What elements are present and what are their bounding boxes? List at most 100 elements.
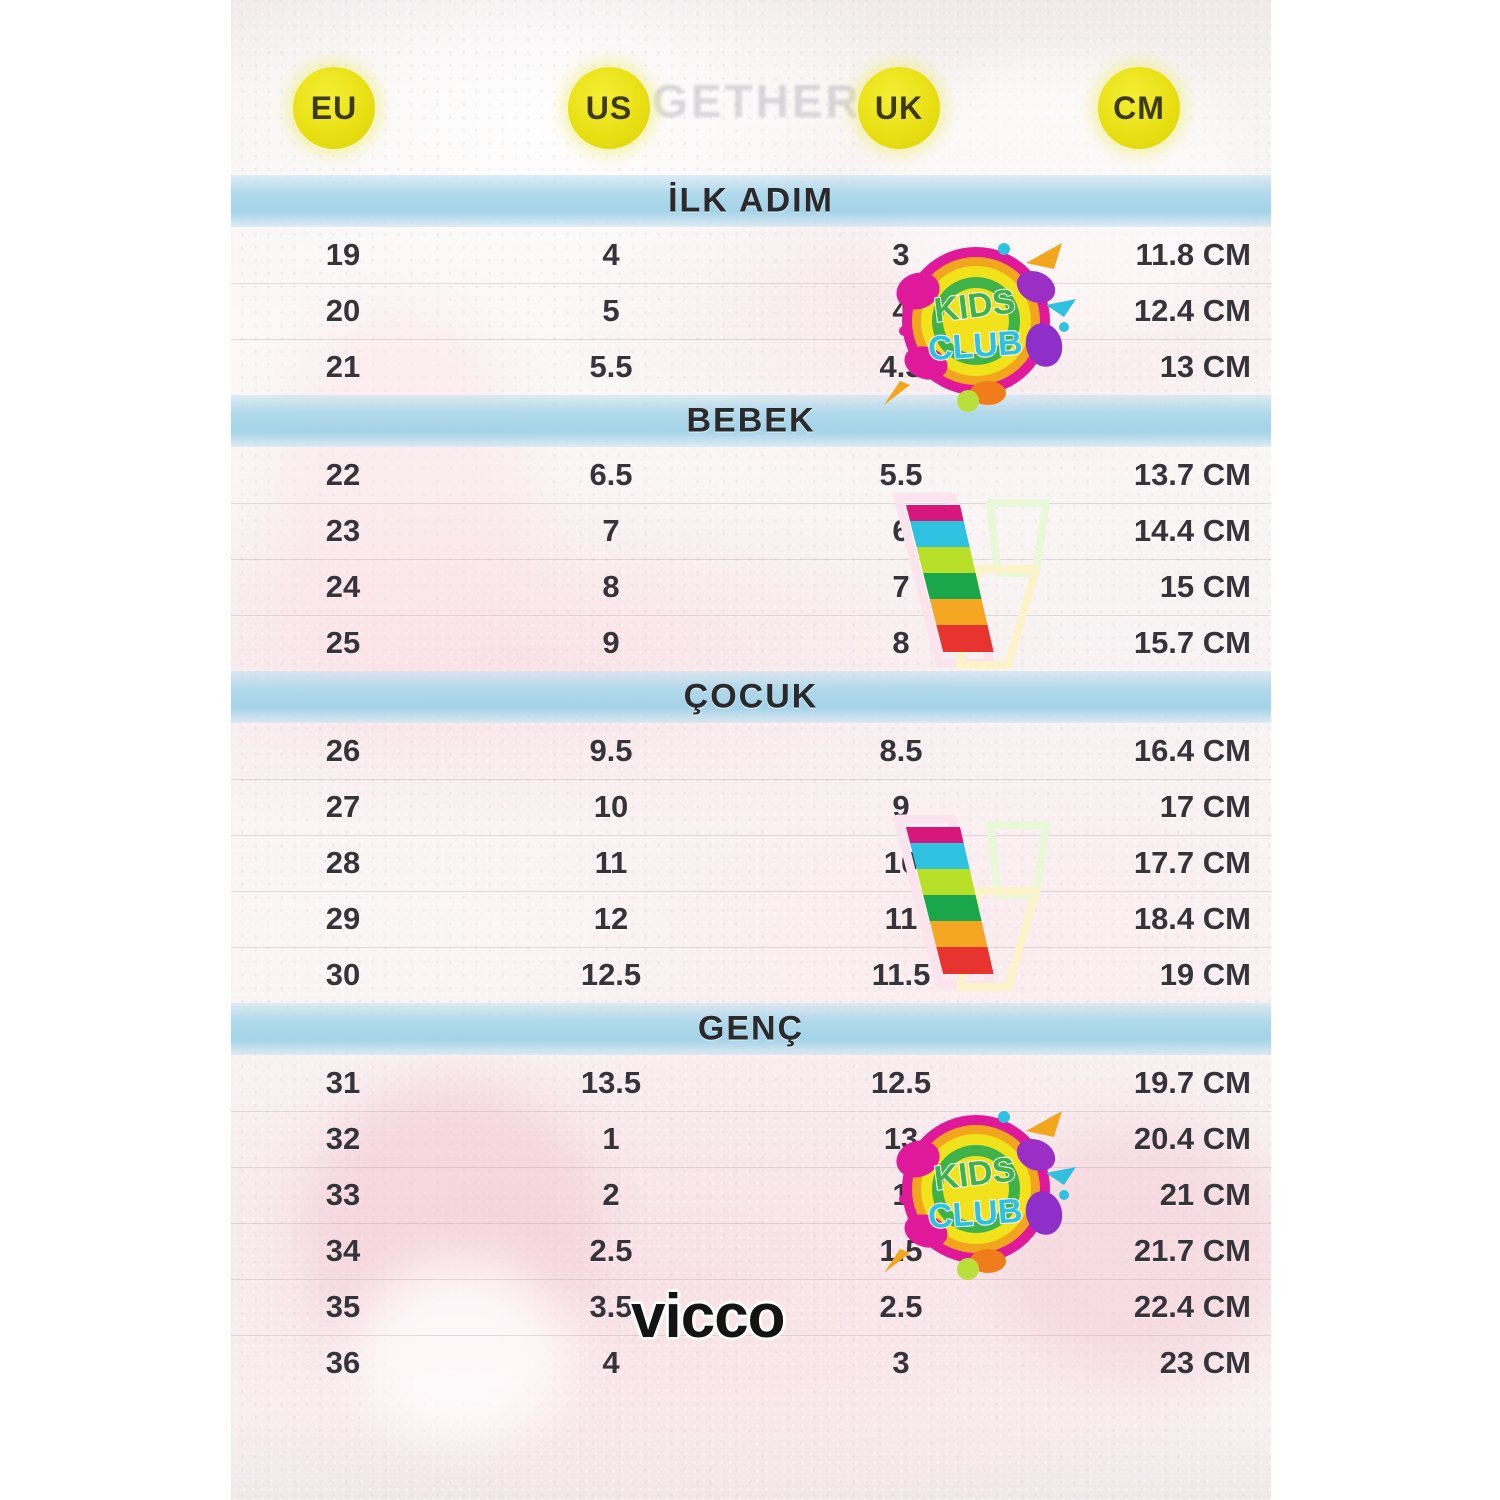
size-cell-uk: 3	[892, 1345, 910, 1380]
row-divider	[231, 1223, 1271, 1224]
size-cell-us: 1	[602, 1121, 620, 1156]
size-cell-us: 3.5	[589, 1289, 633, 1324]
size-cell-eu: 31	[325, 1065, 361, 1100]
size-cell-us: 12	[593, 901, 629, 936]
section-title: GENÇ	[697, 1009, 805, 1048]
size-cell-uk: 8.5	[879, 733, 923, 768]
column-badge-eu: EU	[293, 67, 375, 149]
size-cell-eu: 21	[325, 349, 361, 384]
row-divider	[231, 283, 1271, 284]
size-chart-card: TOGETHER EU US UK CM İLK ADIM 19 4 3 11.8 CM 20 5 4…	[231, 0, 1271, 1500]
section-band: İLK ADIM	[231, 175, 1271, 227]
size-cell-cm: 21 CM	[1159, 1177, 1251, 1212]
table-row: 21 5.5 4.5 13 CM	[231, 339, 1271, 395]
size-cell-eu: 36	[325, 1345, 361, 1380]
background-shape	[271, 300, 531, 720]
size-cell-eu: 26	[325, 733, 361, 768]
row-divider	[231, 1279, 1271, 1280]
table-row: 22 6.5 5.5 13.7 CM	[231, 447, 1271, 503]
row-divider	[231, 1167, 1271, 1168]
size-cell-us: 6.5	[589, 457, 633, 492]
row-divider	[231, 339, 1271, 340]
size-cell-cm: 15 CM	[1159, 569, 1251, 604]
section-band: BEBEK	[231, 395, 1271, 447]
table-row: 31 13.5 12.5 19.7 CM	[231, 1055, 1271, 1111]
size-cell-eu: 32	[325, 1121, 361, 1156]
size-cell-us: 2	[602, 1177, 620, 1212]
size-cell-us: 7	[602, 513, 620, 548]
size-cell-uk: 11.5	[871, 957, 931, 992]
table-row: 24 8 7 15 CM	[231, 559, 1271, 615]
row-divider	[231, 835, 1271, 836]
row-divider	[231, 615, 1271, 616]
size-cell-cm: 15.7 CM	[1133, 625, 1251, 660]
vicco-wordmark: vicco	[631, 1282, 786, 1351]
size-cell-cm: 21.7 CM	[1133, 1233, 1251, 1268]
size-cell-eu: 30	[325, 957, 361, 992]
size-cell-cm: 12.4 CM	[1133, 293, 1251, 328]
size-cell-eu: 27	[325, 789, 361, 824]
row-divider	[231, 559, 1271, 560]
size-cell-us: 5.5	[589, 349, 633, 384]
svg-text:CLUB: CLUB	[927, 324, 1024, 368]
table-row: 33 2 1 21 CM	[231, 1167, 1271, 1223]
size-cell-uk: 8	[892, 625, 910, 660]
size-cell-us: 4	[602, 237, 620, 272]
table-row: 36 4 3 23 CM	[231, 1335, 1271, 1391]
kids-club-logo-icon: KIDS CLUB	[876, 1103, 1081, 1283]
section-title: ÇOCUK	[683, 677, 819, 716]
size-cell-eu: 25	[325, 625, 361, 660]
size-cell-cm: 22.4 CM	[1133, 1289, 1251, 1324]
size-cell-cm: 13.7 CM	[1133, 457, 1251, 492]
table-row: 19 4 3 11.8 CM	[231, 227, 1271, 283]
row-divider	[231, 1335, 1271, 1336]
table-row: 30 12.5 11.5 19 CM	[231, 947, 1271, 1003]
table-row: 342.51.521.7 CM	[231, 1223, 1271, 1279]
size-cell-eu: 29	[325, 901, 361, 936]
size-cell-cm: 17.7 CM	[1133, 845, 1251, 880]
size-cell-cm: 14.4 CM	[1133, 513, 1251, 548]
size-cell-eu: 23	[325, 513, 361, 548]
table-row: 28 11 10 17.7 CM	[231, 835, 1271, 891]
size-cell-cm: 23 CM	[1159, 1345, 1251, 1380]
size-cell-cm: 19.7 CM	[1133, 1065, 1251, 1100]
size-cell-us: 8	[602, 569, 620, 604]
background-shape	[351, 1260, 571, 1440]
table-row: 35 3.5 2.5 22.4 CM	[231, 1279, 1271, 1335]
size-cell-eu: 19	[325, 237, 361, 272]
table-row: 29 12 11 18.4 CM	[231, 891, 1271, 947]
size-cell-eu: 35	[325, 1289, 361, 1324]
section-band: ÇOCUK	[231, 671, 1271, 723]
table-row: 32 1 13 20.4 CM	[231, 1111, 1271, 1167]
section-title: BEBEK	[686, 401, 816, 440]
table-row: 27 10 9 17 CM	[231, 779, 1271, 835]
table-row: 20 5 4 12.4 CM	[231, 283, 1271, 339]
size-cell-cm: 18.4 CM	[1133, 901, 1251, 936]
section-band: GENÇ	[231, 1003, 1271, 1055]
size-cell-uk: 2.5	[879, 1289, 923, 1324]
kids-club-logo-icon: KIDS CLUB	[876, 235, 1081, 415]
vicco-v-logo-icon	[886, 487, 1054, 677]
size-cell-eu: 34	[325, 1233, 361, 1268]
row-divider	[231, 891, 1271, 892]
size-cell-us: 4	[602, 1345, 620, 1380]
size-cell-cm: 19 CM	[1159, 957, 1251, 992]
size-cell-uk: 12.5	[870, 1065, 932, 1100]
row-divider	[231, 503, 1271, 504]
column-badge-cm: CM	[1098, 67, 1180, 149]
size-cell-us: 12.5	[580, 957, 642, 992]
svg-text:CLUB: CLUB	[927, 1192, 1024, 1236]
size-cell-us: 10	[593, 789, 629, 824]
size-cell-cm: 17 CM	[1159, 789, 1251, 824]
row-divider	[231, 947, 1271, 948]
column-badge-uk: UK	[858, 67, 940, 149]
size-cell-cm: 13 CM	[1159, 349, 1251, 384]
size-cell-us: 13.5	[580, 1065, 642, 1100]
size-cell-eu: 24	[325, 569, 361, 604]
size-cell-cm: 16.4 CM	[1133, 733, 1251, 768]
table-row: 23 7 6 14.4 CM	[231, 503, 1271, 559]
size-cell-us: 2.5	[589, 1233, 633, 1268]
size-cell-cm: 11.8 CM	[1135, 237, 1251, 272]
row-divider	[231, 779, 1271, 780]
